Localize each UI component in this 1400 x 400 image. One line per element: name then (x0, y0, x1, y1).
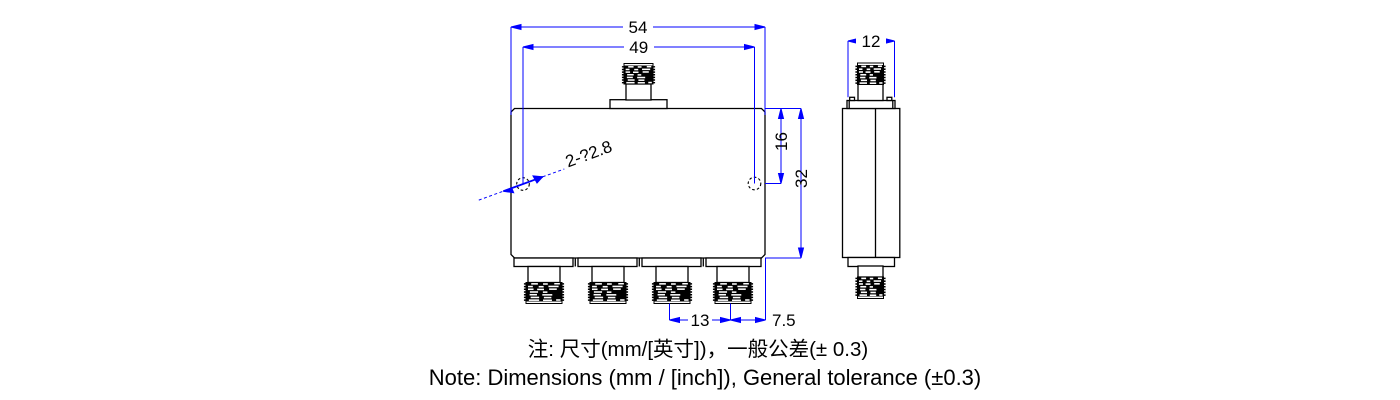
svg-text:16: 16 (772, 132, 791, 151)
svg-text:7.5: 7.5 (772, 311, 796, 330)
svg-text:Note: Dimensions (mm / [inch]): Note: Dimensions (mm / [inch]), General … (429, 365, 982, 390)
svg-text:49: 49 (629, 38, 648, 57)
svg-text:13: 13 (691, 311, 710, 330)
svg-text:12: 12 (862, 32, 881, 51)
svg-text:54: 54 (629, 18, 648, 37)
svg-text:32: 32 (792, 169, 811, 188)
svg-text:注: 尺寸(mm/[英寸])，一般公差(± 0.3): 注: 尺寸(mm/[英寸])，一般公差(± 0.3) (528, 338, 868, 361)
